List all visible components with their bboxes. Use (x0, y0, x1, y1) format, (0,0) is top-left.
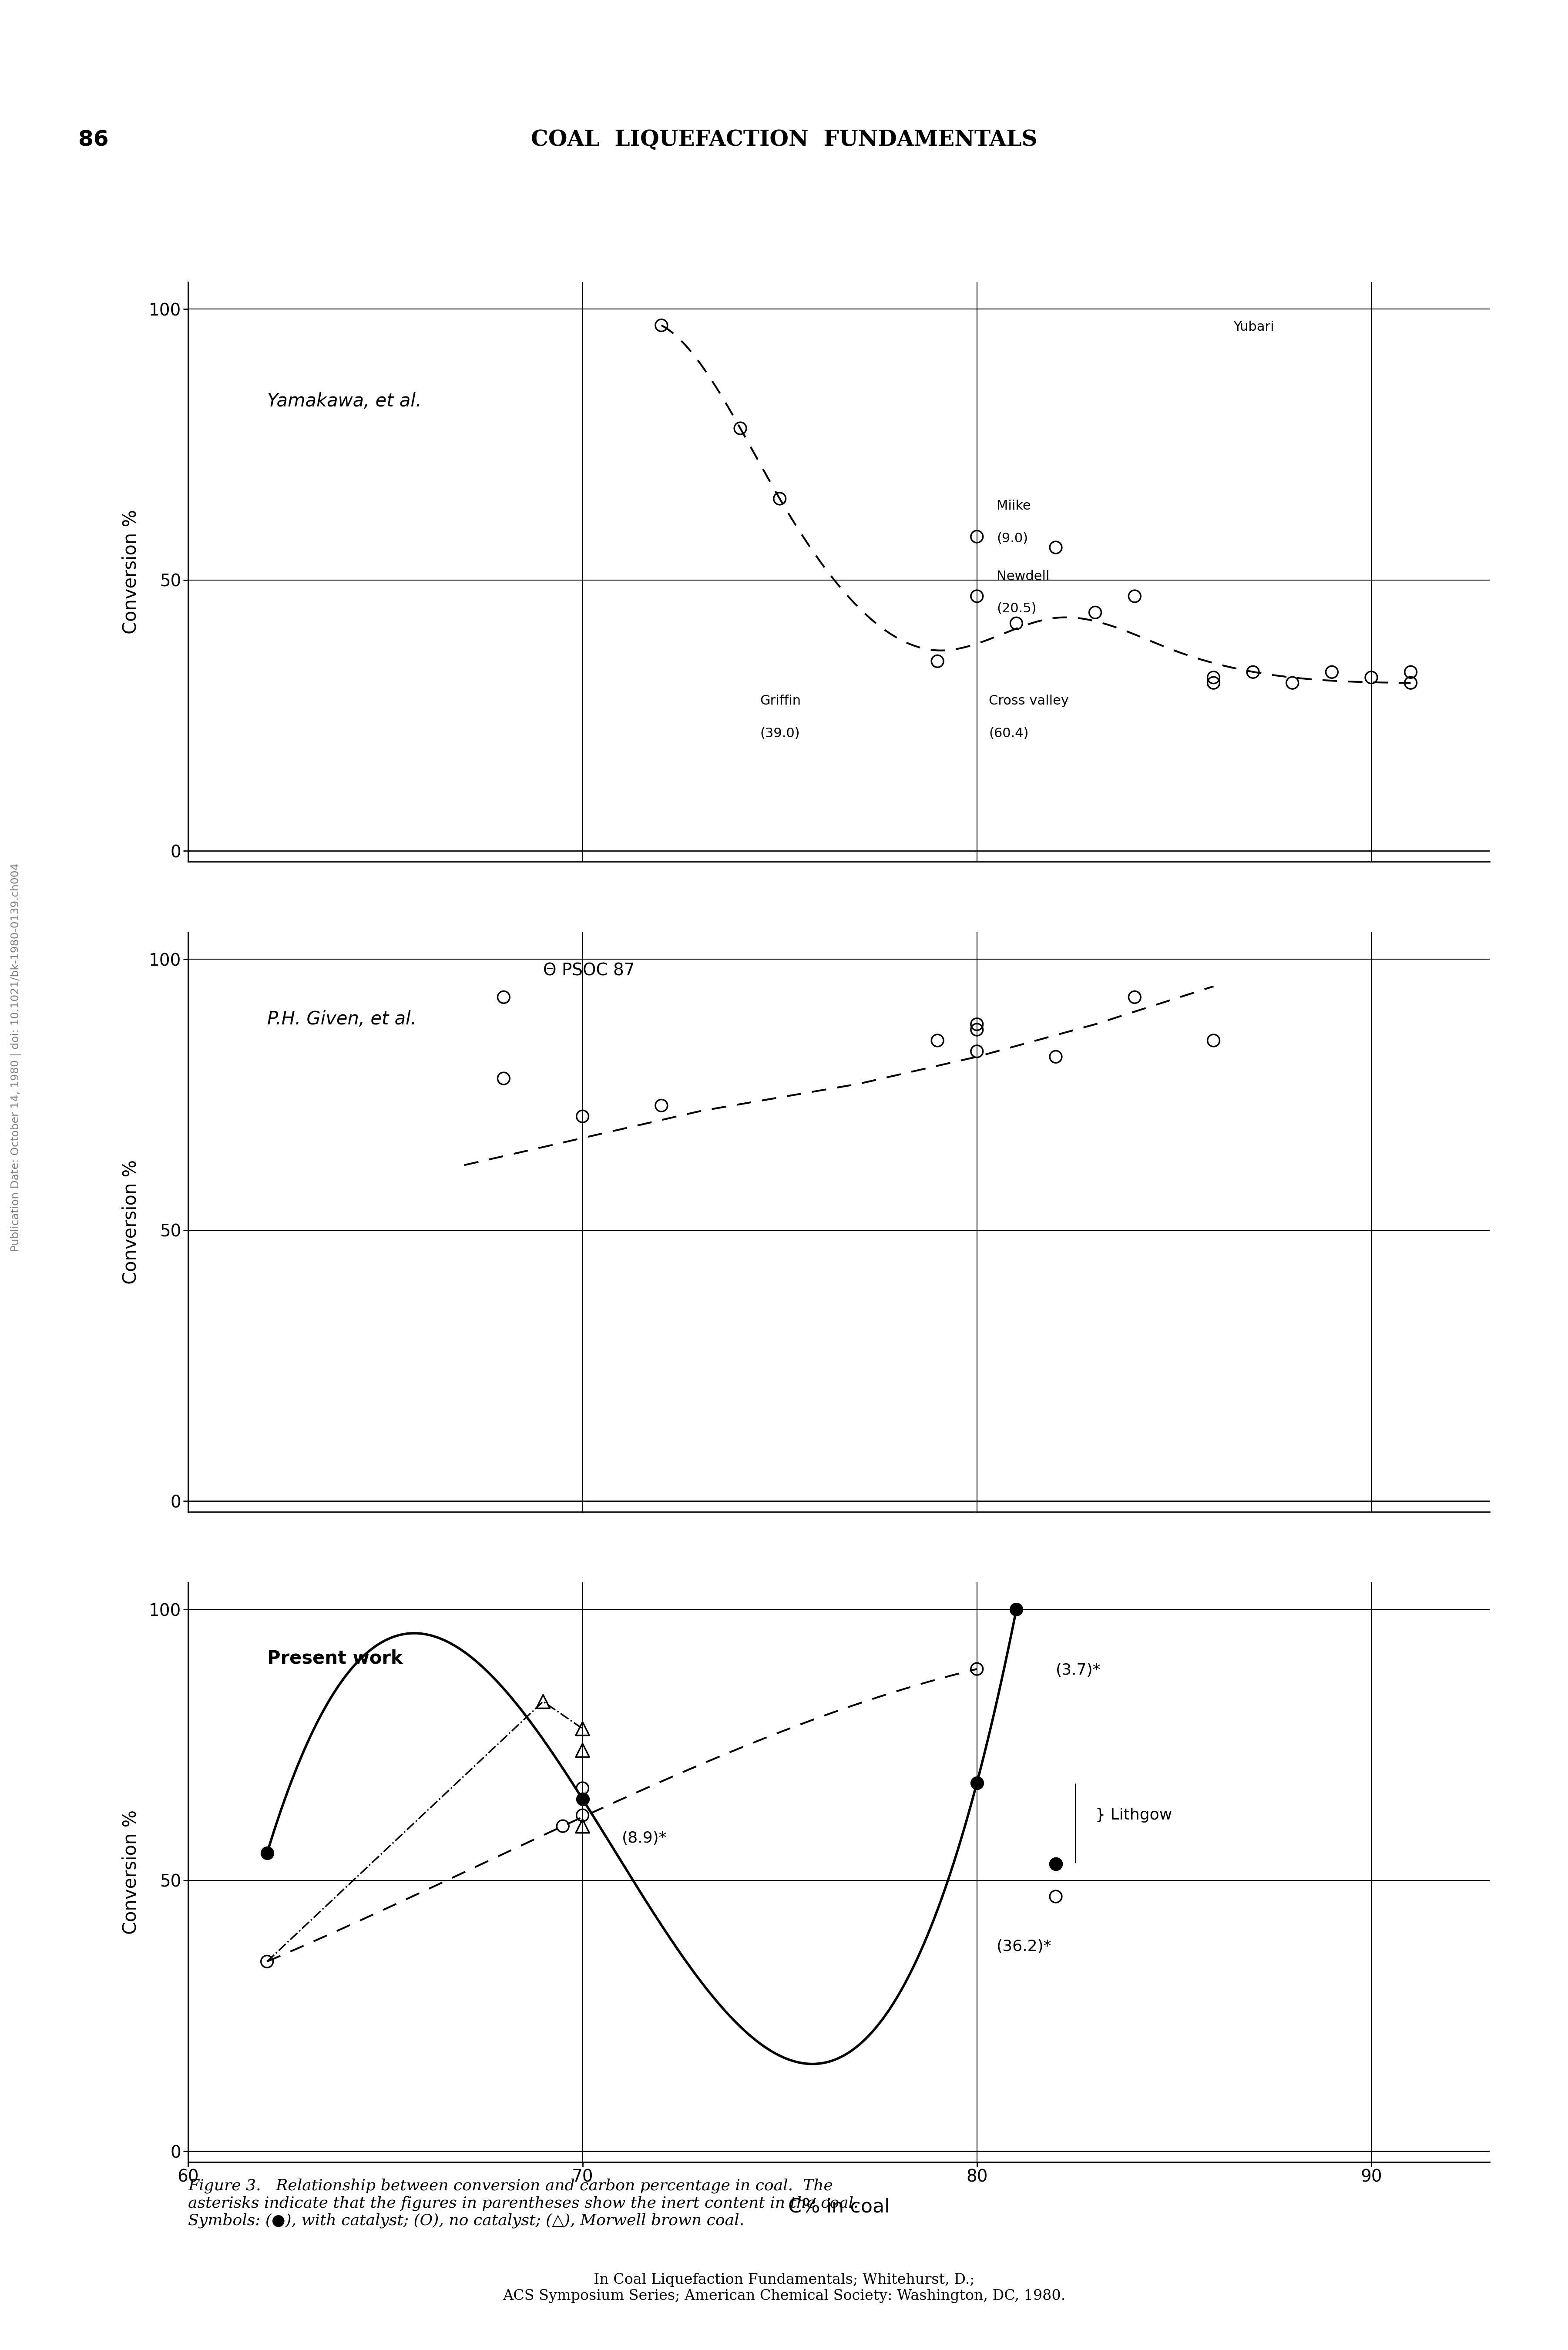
Point (550, 1807, 575, 1845)
Point (254, 1943, 279, 1981)
Point (728, 409, 753, 446)
Point (649, 306, 674, 343)
Point (491, 1060, 516, 1097)
Point (1123, 578, 1148, 616)
Point (1240, 653, 1265, 691)
Point (1043, 1039, 1068, 1076)
Point (571, 1732, 596, 1770)
X-axis label: C% in coal: C% in coal (789, 2197, 889, 2216)
Point (1279, 665, 1305, 703)
Point (571, 1770, 596, 1807)
Text: (39.0): (39.0) (760, 726, 800, 740)
Point (530, 1683, 555, 1720)
Point (649, 1086, 674, 1123)
Point (1043, 1878, 1068, 1915)
Point (254, 1835, 279, 1873)
Point (1123, 978, 1148, 1015)
Point (767, 479, 792, 517)
Y-axis label: Conversion %: Conversion % (121, 1161, 140, 1283)
Text: In Coal Liquefaction Fundamentals; Whitehurst, D.;
ACS Symposium Series; America: In Coal Liquefaction Fundamentals; White… (503, 2272, 1065, 2303)
Point (964, 517, 989, 555)
Point (1043, 1845, 1068, 1882)
Text: Yamakawa, et al.: Yamakawa, et al. (267, 392, 422, 411)
Y-axis label: Conversion %: Conversion % (121, 510, 140, 634)
Text: (9.0): (9.0) (997, 531, 1029, 545)
Point (1082, 595, 1107, 632)
Text: Present work: Present work (267, 1650, 403, 1668)
Point (1201, 658, 1226, 696)
Point (1399, 653, 1424, 691)
Point (925, 642, 950, 679)
Point (571, 1807, 596, 1845)
Text: (20.5): (20.5) (997, 602, 1036, 616)
Point (1043, 1845, 1068, 1882)
Text: Yubari: Yubari (1234, 320, 1275, 334)
Point (1359, 658, 1385, 696)
Point (1043, 529, 1068, 566)
Point (571, 1795, 596, 1833)
Point (964, 1010, 989, 1048)
Point (1319, 653, 1344, 691)
Text: Θ PSOC 87: Θ PSOC 87 (543, 964, 635, 980)
Text: COAL  LIQUEFACTION  FUNDAMENTALS: COAL LIQUEFACTION FUNDAMENTALS (532, 129, 1036, 150)
Y-axis label: Conversion %: Conversion % (121, 1810, 140, 1934)
Point (1201, 1022, 1226, 1060)
Text: (36.2)*: (36.2)* (997, 1939, 1052, 1953)
Text: 86: 86 (78, 129, 108, 150)
Point (964, 1650, 989, 1687)
Point (964, 1006, 989, 1043)
Point (925, 1022, 950, 1060)
Text: Publication Date: October 14, 1980 | doi: 10.1021/bk-1980-0139.ch004: Publication Date: October 14, 1980 | doi… (11, 862, 20, 1253)
Text: P.H. Given, et al.: P.H. Given, et al. (267, 1010, 417, 1029)
Text: Newdell: Newdell (997, 571, 1049, 583)
Text: (3.7)*: (3.7)* (1055, 1664, 1101, 1678)
Point (964, 1032, 989, 1069)
Text: Cross valley: Cross valley (989, 696, 1069, 707)
Text: Miike: Miike (997, 501, 1030, 512)
Point (1201, 665, 1226, 703)
Text: (8.9)*: (8.9)* (622, 1831, 666, 1845)
Point (1399, 665, 1424, 703)
Point (491, 978, 516, 1015)
Point (571, 1711, 596, 1748)
Point (964, 578, 989, 616)
Point (964, 1765, 989, 1802)
Point (571, 1097, 596, 1135)
Point (571, 1781, 596, 1819)
Point (1004, 604, 1029, 642)
Text: Griffin: Griffin (760, 696, 801, 707)
Text: } Lithgow: } Lithgow (1094, 1807, 1171, 1824)
Point (1004, 1591, 1029, 1629)
Text: Figure 3.   Relationship between conversion and carbon percentage in coal.  The
: Figure 3. Relationship between conversio… (188, 2178, 859, 2228)
Text: (60.4): (60.4) (989, 726, 1029, 740)
